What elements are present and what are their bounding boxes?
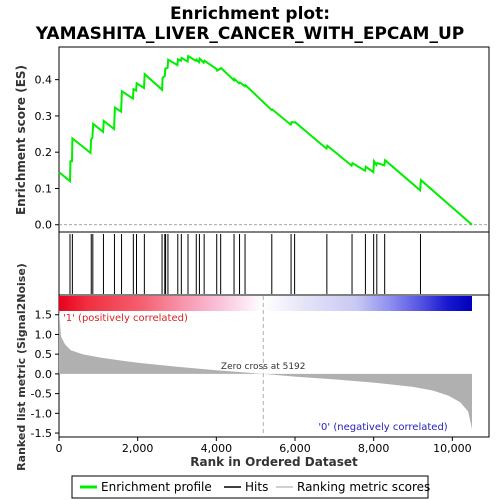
- es-ytick-label: 0.1: [35, 182, 53, 195]
- metric-ytick-label: 0.0: [35, 368, 53, 381]
- positive-correlation-label: '1' (positively correlated): [63, 313, 188, 324]
- legend-enrichment-label: Enrichment profile: [101, 480, 212, 494]
- hits-layer: [69, 234, 421, 294]
- metric-ytick-label: -1.5: [31, 427, 52, 440]
- metric-axis-label: Ranked list metric (Signal2Noise): [15, 263, 28, 471]
- es-panel: [58, 46, 490, 233]
- es-ytick-label: 0.4: [35, 74, 53, 87]
- es-profile-line: [58, 54, 473, 226]
- metric-ytick-label: 1.0: [35, 328, 53, 341]
- chart-title-line-2: YAMASHITA_LIVER_CANCER_WITH_EPCAM_UP: [35, 24, 465, 44]
- chart-title-line-1: Enrichment plot:: [170, 4, 330, 24]
- negative-correlation-label: '0' (negatively correlated): [318, 422, 447, 433]
- xtick-label: 10,000: [433, 442, 472, 455]
- xtick-label: 6,000: [279, 442, 311, 455]
- metric-ytick-label: -1.0: [31, 407, 52, 420]
- xtick-label: 2,000: [122, 442, 154, 455]
- legend-hits-label: Hits: [245, 480, 268, 494]
- es-ytick-label: 0.2: [35, 146, 53, 159]
- legend-metric-label: Ranking metric scores: [297, 480, 430, 494]
- hits-panel: [58, 231, 490, 296]
- metric-ytick-label: 1.5: [35, 309, 53, 322]
- axis-layer: 0.0 0.1 0.2 0.3 0.4 -1.5 -1.0 -0.5 0.0 0.5 1.0 1.5 0…: [31, 74, 472, 455]
- es-axis-label: Enrichment score (ES): [14, 65, 28, 215]
- rank-color-bar: [59, 296, 472, 311]
- es-ytick-label: 0.0: [35, 219, 53, 232]
- es-layer: [58, 54, 489, 226]
- metric-layer: Zero cross at 5192 '1' (positively correl…: [59, 296, 472, 437]
- zero-cross-label: Zero cross at 5192: [221, 362, 306, 372]
- ranking-metric-area: [59, 308, 472, 430]
- xtick-label: 4,000: [201, 442, 233, 455]
- legend-box: [71, 475, 429, 499]
- es-ytick-label: 0.3: [35, 110, 53, 123]
- rank-color-strip: [59, 296, 472, 311]
- x-axis-label: Rank in Ordered Dataset: [190, 455, 358, 469]
- metric-ytick-label: -0.5: [31, 388, 52, 401]
- xtick-label: 0: [56, 442, 63, 455]
- xtick-label: 8,000: [358, 442, 390, 455]
- metric-ytick-label: 0.5: [35, 348, 53, 361]
